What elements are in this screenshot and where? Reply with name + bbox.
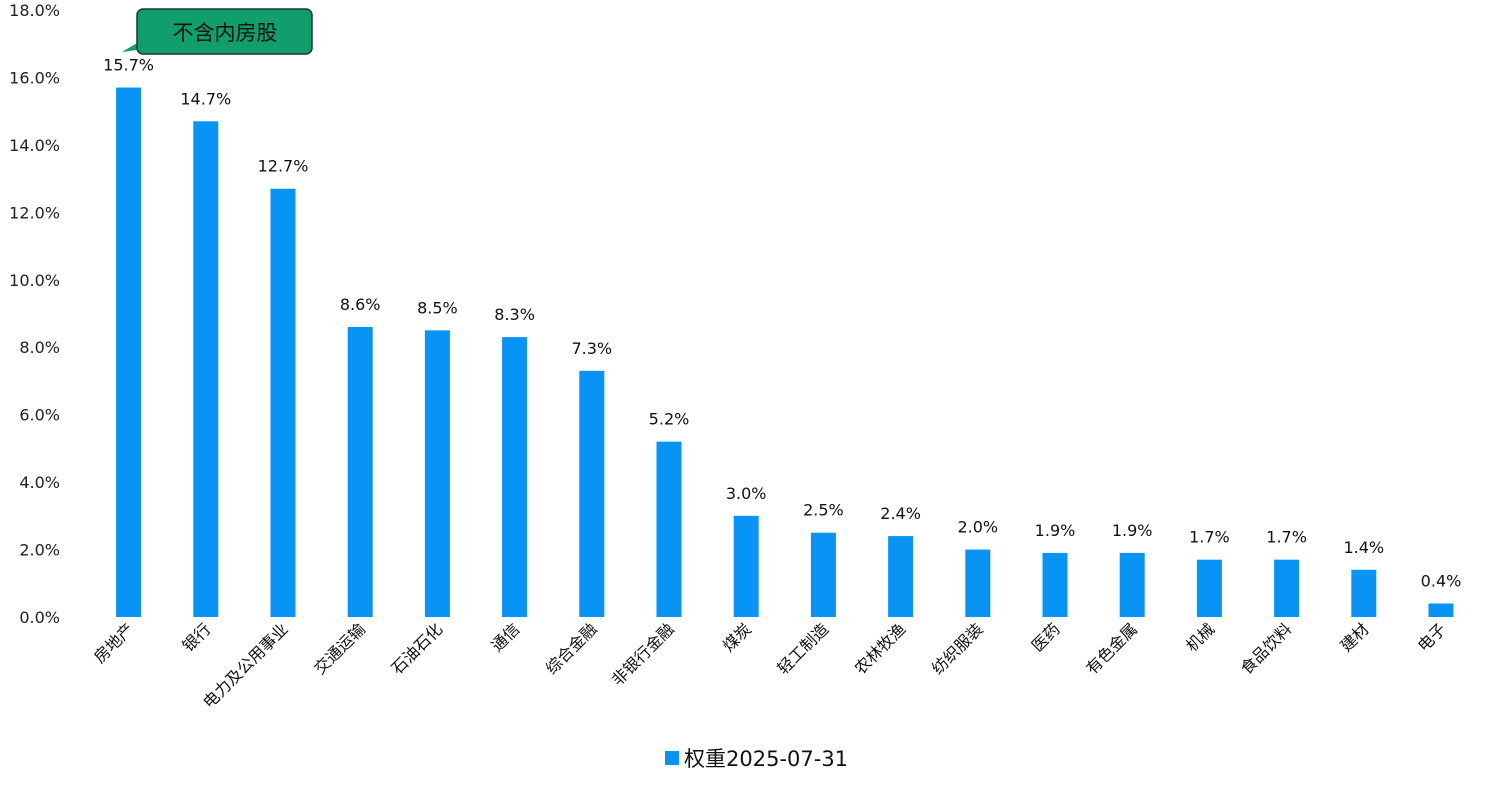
category-label: 通信 xyxy=(487,619,523,655)
legend: 权重2025-07-31 xyxy=(665,747,848,771)
y-tick-label: 18.0% xyxy=(9,1,60,20)
bar xyxy=(888,536,914,617)
y-tick-label: 12.0% xyxy=(9,203,60,222)
bar xyxy=(1274,559,1300,617)
y-tick-label: 8.0% xyxy=(19,338,60,357)
category-label: 煤炭 xyxy=(719,619,755,655)
category-label: 建材 xyxy=(1337,619,1373,655)
legend-swatch xyxy=(665,751,679,765)
data-label: 15.7% xyxy=(103,56,154,75)
y-tick-label: 0.0% xyxy=(19,608,60,627)
category-label: 银行 xyxy=(179,619,215,655)
category-label: 电子 xyxy=(1414,619,1450,655)
data-label: 8.5% xyxy=(417,298,458,317)
category-label: 交通运输 xyxy=(310,619,369,678)
bar xyxy=(965,549,991,617)
data-label: 1.9% xyxy=(1035,521,1076,540)
bar xyxy=(424,330,450,617)
data-label: 2.0% xyxy=(957,518,998,537)
callout-text: 不含内房股 xyxy=(173,21,278,45)
data-label: 0.4% xyxy=(1421,572,1462,591)
category-label: 房地产 xyxy=(90,619,137,666)
bar xyxy=(347,326,373,617)
data-label: 2.5% xyxy=(803,501,844,520)
bar xyxy=(193,121,219,618)
bar xyxy=(270,188,296,617)
data-label: 1.7% xyxy=(1189,528,1230,547)
category-label: 石油石化 xyxy=(388,619,447,678)
category-label: 纺织服装 xyxy=(928,619,987,678)
y-tick-label: 10.0% xyxy=(9,271,60,290)
bar xyxy=(1428,603,1454,617)
bar xyxy=(116,87,142,618)
data-label: 7.3% xyxy=(571,339,612,358)
y-tick-label: 14.0% xyxy=(9,136,60,155)
data-label: 8.6% xyxy=(340,295,381,314)
callout-box xyxy=(136,8,313,55)
data-labels: 15.7% 14.7% 12.7% 8.6% 8.5% 8.3% 7.3% 5.2% 3.0% 2… xyxy=(103,56,1461,591)
category-label: 综合金融 xyxy=(542,619,601,678)
bar xyxy=(579,370,605,617)
category-label: 农林牧渔 xyxy=(851,619,910,678)
data-label: 8.3% xyxy=(494,305,535,324)
category-label: 医药 xyxy=(1028,619,1064,655)
category-label: 有色金属 xyxy=(1082,619,1141,678)
category-label: 非银行金融 xyxy=(608,619,678,689)
bar xyxy=(1119,552,1145,617)
y-tick-label: 16.0% xyxy=(9,68,60,87)
bar xyxy=(1042,552,1068,617)
bar xyxy=(1196,559,1222,617)
bar xyxy=(810,532,836,617)
data-label: 5.2% xyxy=(649,410,690,429)
data-label: 1.7% xyxy=(1266,528,1307,547)
data-label: 2.4% xyxy=(880,504,921,523)
y-tick-label: 2.0% xyxy=(19,541,60,560)
data-label: 1.4% xyxy=(1343,538,1384,557)
bars xyxy=(116,87,1454,618)
bar xyxy=(733,515,759,617)
annotation-callout: 不含内房股 xyxy=(122,8,313,55)
data-label: 12.7% xyxy=(258,157,309,176)
data-label: 14.7% xyxy=(180,89,231,108)
y-tick-label: 4.0% xyxy=(19,473,60,492)
data-label: 3.0% xyxy=(726,484,767,503)
category-label: 食品饮料 xyxy=(1237,619,1296,678)
bar xyxy=(656,441,682,617)
data-label: 1.9% xyxy=(1112,521,1153,540)
bar xyxy=(502,337,528,617)
y-tick-label: 6.0% xyxy=(19,406,60,425)
legend-label: 权重2025-07-31 xyxy=(684,747,848,771)
category-label: 机械 xyxy=(1182,619,1218,655)
y-axis: 0.0% 2.0% 4.0% 6.0% 8.0% 10.0% 12.0% 14.0% 16.0%… xyxy=(9,1,60,627)
category-label: 轻工制造 xyxy=(774,619,833,678)
bar xyxy=(1351,569,1377,617)
